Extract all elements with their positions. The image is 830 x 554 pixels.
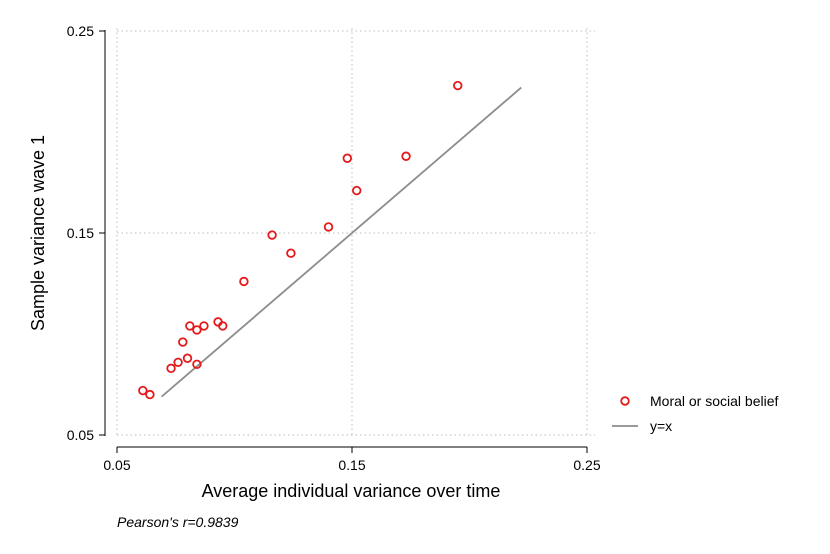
legend-label-yx: y=x: [650, 418, 672, 434]
scatter-point: [173, 357, 183, 367]
scatter-point: [178, 337, 188, 347]
y-tick-label: 0.05: [67, 427, 94, 443]
y-axis-title: Sample variance wave 1: [28, 135, 48, 331]
scatter-point: [138, 385, 148, 396]
y-axis-ticks: 0.05 0.15 0.25: [67, 23, 105, 443]
y-tick-label: 0.15: [67, 225, 94, 241]
scatter-point: [323, 222, 334, 232]
legend-marker-moral: [620, 396, 630, 406]
x-tick-label: 0.05: [103, 457, 130, 473]
scatter-points-layer: [138, 80, 463, 400]
legend-label-moral: Moral or social belief: [650, 393, 778, 409]
x-axis-title: Average individual variance over time: [202, 481, 501, 501]
reference-line-y-equals-x: [161, 86, 522, 398]
scatter-point: [185, 321, 195, 331]
x-tick-label: 0.25: [573, 457, 600, 473]
scatter-point: [286, 248, 296, 258]
reference-line-layer: [161, 86, 522, 398]
scatter-point: [166, 363, 176, 374]
scatter-point: [182, 353, 193, 363]
scatter-point: [145, 389, 155, 400]
scatter-point: [401, 151, 411, 161]
grid: [116, 28, 595, 436]
pearson-annotation: Pearson's r=0.9839: [117, 514, 239, 530]
legend: Moral or social belief y=x: [612, 393, 778, 434]
scatter-point: [342, 153, 352, 163]
scatter-point: [352, 185, 362, 196]
x-axis-ticks: 0.05 0.15 0.25: [103, 447, 601, 473]
scatter-point: [239, 276, 249, 287]
scatter-point: [453, 80, 463, 91]
scatter-point: [218, 321, 228, 331]
scatter-point: [199, 321, 209, 331]
scatter-point: [192, 325, 202, 335]
y-tick-label: 0.25: [67, 23, 94, 39]
scatter-point: [192, 359, 202, 369]
x-tick-label: 0.15: [338, 457, 365, 473]
scatter-point: [267, 230, 277, 240]
